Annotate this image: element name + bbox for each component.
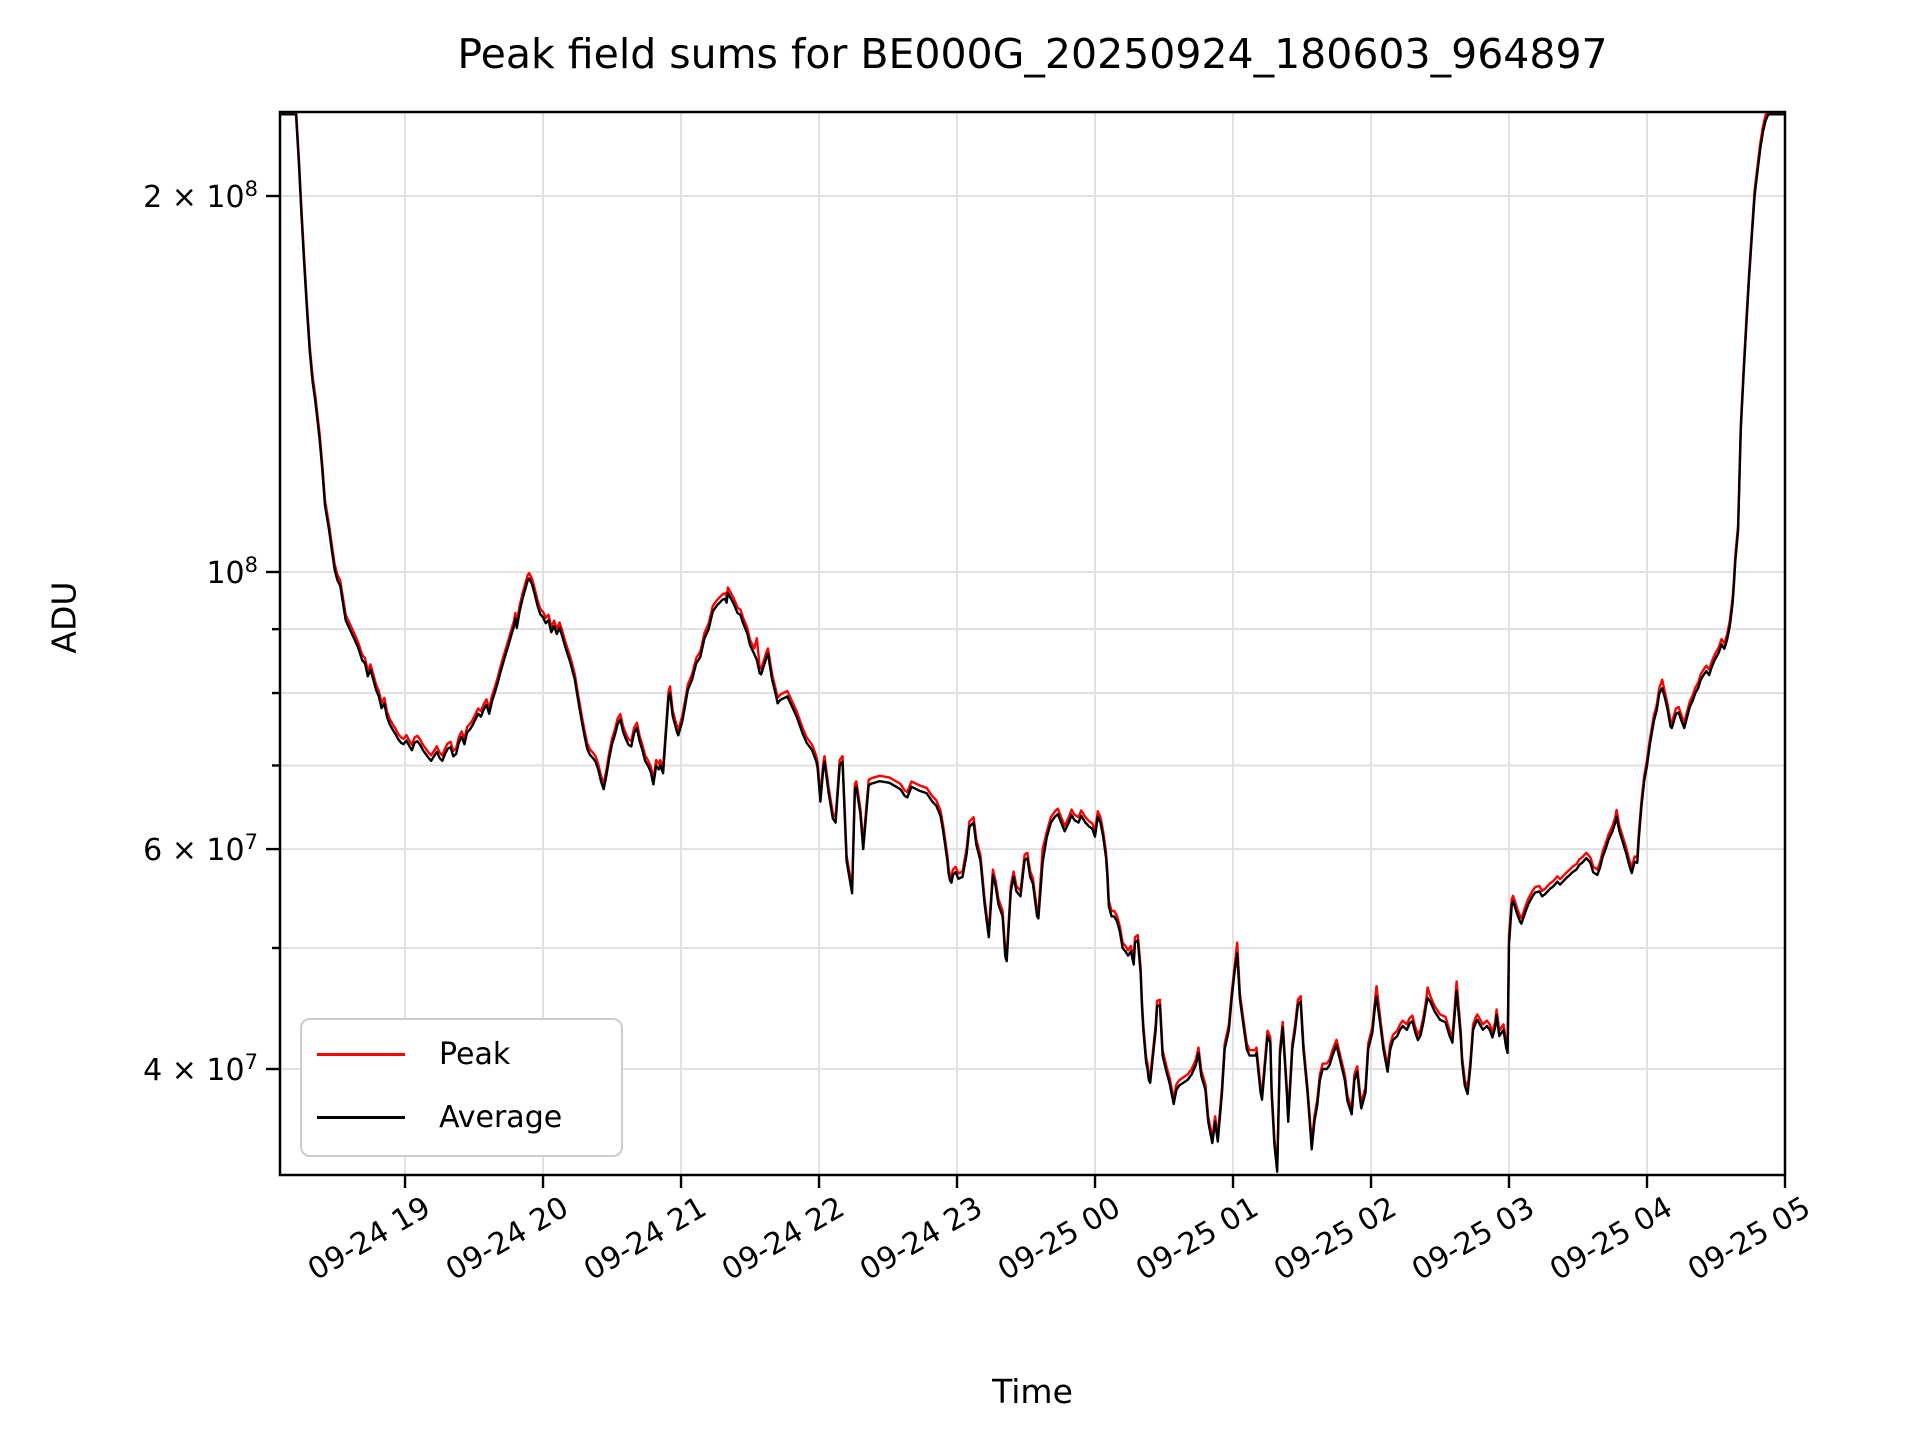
average-line xyxy=(280,113,1785,1173)
gridlines xyxy=(280,112,1785,1175)
y-tick-label: 2 × 108 xyxy=(143,177,258,215)
x-axis-label: Time xyxy=(992,1372,1073,1411)
y-tick-label: 4 × 107 xyxy=(143,1050,258,1089)
legend-line-swatch xyxy=(317,1053,405,1056)
y-axis-label: ADU xyxy=(44,581,84,654)
legend-label: Peak xyxy=(439,1037,511,1072)
plot-border xyxy=(278,110,1787,1177)
legend-label: Average xyxy=(439,1100,563,1135)
y-tick-label: 6 × 107 xyxy=(143,830,258,869)
y-tick-label: 108 xyxy=(206,553,258,591)
peak-line xyxy=(295,113,1768,1168)
tick-marks xyxy=(266,194,1787,1188)
legend-line-swatch xyxy=(317,1116,405,1119)
legend: Peak Average xyxy=(300,1018,623,1157)
chart-title: Peak field sums for BE000G_20250924_1806… xyxy=(457,30,1608,78)
